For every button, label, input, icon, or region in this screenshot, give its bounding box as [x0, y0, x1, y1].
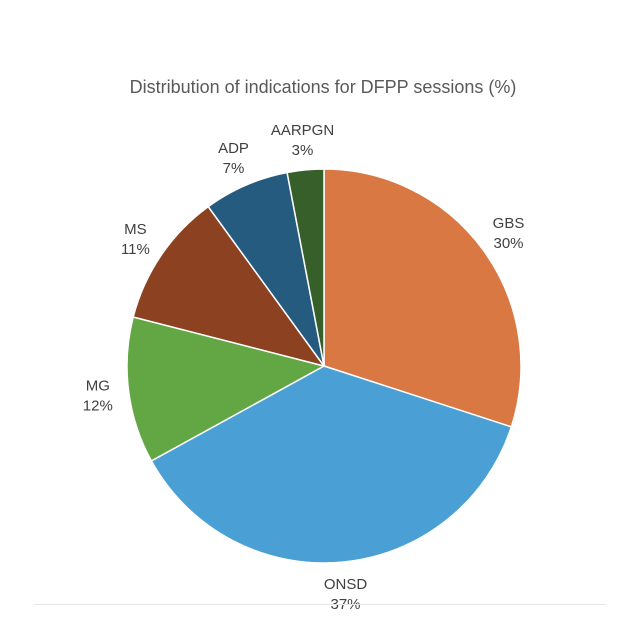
pie-labels: GBS 30% ONSD 37% MG 12% MS 11% ADP 7% AARPGN 3% [83, 122, 525, 613]
pie-slice-onsd [150, 365, 513, 564]
pie-slice-aarpgn [286, 168, 325, 367]
data-label-aarpgn: AARPGN 3% [271, 122, 334, 159]
pie-slice-mg [126, 316, 327, 462]
slice-name-onsd: ONSD [324, 576, 368, 593]
slice-name-ms: MS [124, 221, 147, 238]
data-label-adp: ADP 7% [218, 140, 249, 177]
data-label-ms: MS 11% [121, 221, 150, 258]
slice-value-ms: 11% [121, 241, 150, 258]
bottom-divider [34, 604, 606, 605]
pie-slices [126, 168, 522, 564]
pie-slice-ms [132, 205, 326, 368]
slice-name-gbs: GBS [493, 215, 525, 232]
slice-name-adp: ADP [218, 140, 249, 157]
slice-value-gbs: 30% [493, 235, 523, 252]
chart-title: Distribution of indications for DFPP ses… [130, 77, 517, 97]
pie-slice-gbs [323, 168, 522, 428]
slice-value-adp: 7% [223, 160, 245, 177]
slice-name-aarpgn: AARPGN [271, 122, 334, 139]
slice-name-mg: MG [86, 378, 110, 395]
slice-value-aarpgn: 3% [292, 142, 314, 159]
data-label-gbs: GBS 30% [493, 215, 525, 252]
data-label-mg: MG 12% [83, 378, 113, 415]
data-label-onsd: ONSD 37% [324, 576, 368, 613]
slice-value-mg: 12% [83, 398, 113, 415]
